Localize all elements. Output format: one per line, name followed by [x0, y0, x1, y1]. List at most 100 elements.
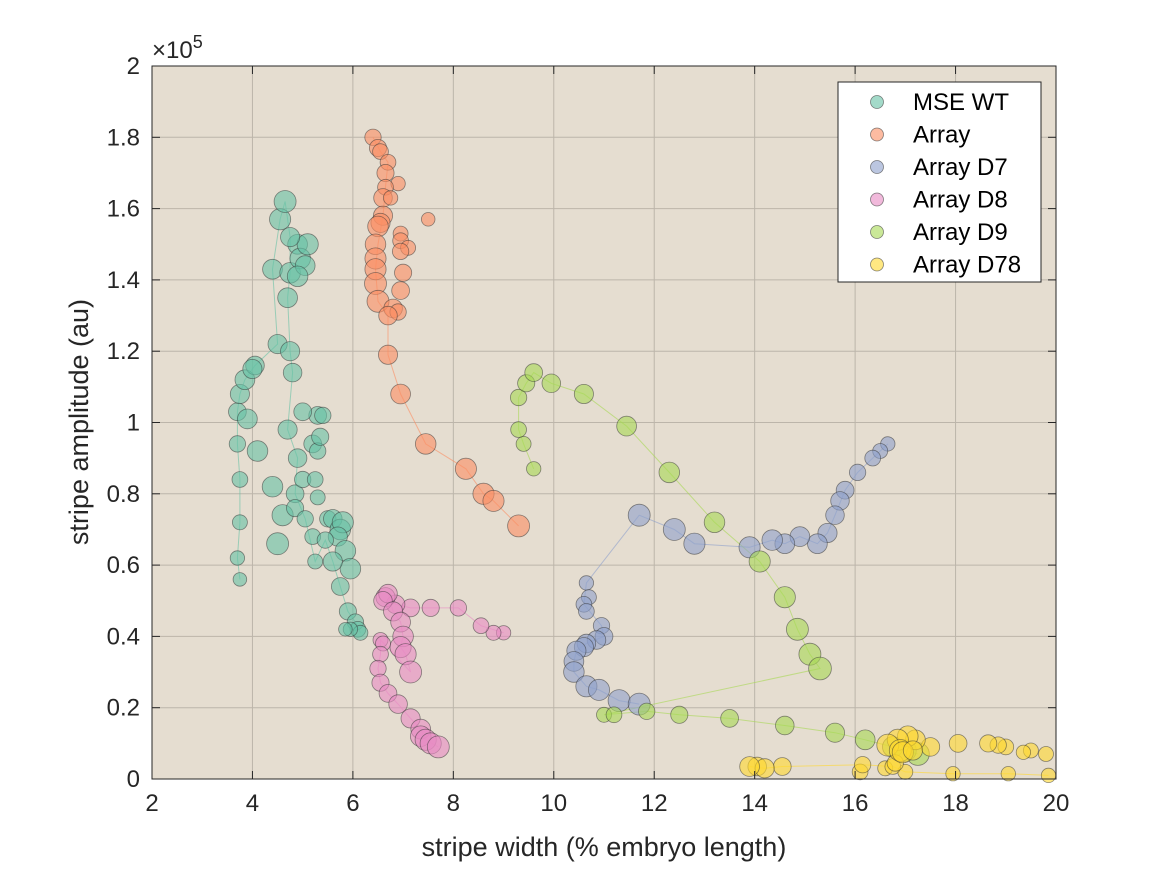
y-tick-label: 1.8 [107, 124, 140, 151]
legend-marker-array [870, 127, 884, 142]
data-point-array [382, 190, 399, 206]
data-point-array-d9 [775, 715, 795, 736]
data-point-mse-wt [261, 476, 284, 498]
data-point-array-d8 [388, 694, 408, 714]
data-point-array [377, 344, 398, 365]
data-point-mse-wt [286, 499, 305, 518]
exponent-label: ×105 [152, 32, 203, 64]
data-point-array-d9 [748, 550, 771, 573]
data-point-array-d9 [703, 511, 726, 534]
data-point-array-d78 [979, 734, 998, 753]
series-array-d78 [739, 725, 1057, 784]
data-point-array-d9 [573, 383, 594, 404]
y-tick-label: 1.2 [107, 338, 140, 365]
data-point-array [454, 457, 477, 480]
x-axis-ticks: 2 4 6 8 10 12 14 16 18 20 [145, 66, 1069, 817]
data-point-mse-wt [231, 471, 249, 488]
x-tick-label: 12 [641, 790, 668, 817]
legend-marker-mse-wt [870, 95, 884, 109]
data-point-mse-wt [322, 551, 343, 572]
x-tick-label: 16 [842, 790, 869, 817]
data-point-mse-wt [287, 448, 308, 468]
x-tick-label: 4 [246, 790, 259, 817]
x-tick-label: 20 [1043, 790, 1070, 817]
data-point-mse-wt [277, 287, 298, 309]
data-point-array-d8 [485, 624, 502, 641]
data-point-array-d78 [1000, 766, 1016, 782]
data-point-array-d9 [825, 722, 846, 743]
data-point-array-d9 [616, 415, 637, 437]
data-point-array [482, 489, 505, 512]
data-point-array-d78 [853, 756, 872, 774]
data-point-mse-wt [293, 402, 313, 422]
data-point-mse-wt [232, 572, 248, 587]
data-point-array-d7 [825, 505, 845, 525]
legend-marker-array-d8 [870, 192, 884, 207]
data-point-array-d7 [761, 529, 783, 551]
data-point-array-d78 [948, 734, 968, 753]
data-point-mse-wt [311, 427, 330, 446]
data-point-array-d7 [563, 661, 585, 683]
legend-label-mse-wt: MSE WT [913, 89, 1009, 116]
data-point-array-d78 [902, 740, 923, 761]
data-point-array-d7 [864, 449, 881, 467]
data-point-mse-wt [306, 471, 324, 488]
series-mse-wt [228, 190, 369, 641]
series-points [228, 128, 1057, 784]
data-point-mse-wt [228, 435, 246, 453]
data-point-mse-wt [273, 190, 297, 213]
y-tick-label: 0.2 [107, 695, 140, 722]
data-point-array-d78 [1015, 744, 1032, 760]
legend-marker-array-d7 [870, 160, 884, 174]
legend-marker-array-d78 [870, 257, 884, 272]
y-tick-label: 0.4 [107, 623, 140, 650]
data-point-array-d9 [526, 461, 542, 477]
x-axis-label: stripe width (% embryo length) [422, 832, 787, 862]
exponent-power: 5 [193, 32, 203, 52]
data-point-array [391, 242, 410, 260]
data-point-mse-wt [266, 532, 290, 556]
data-point-array-d9 [670, 705, 689, 724]
data-point-array-d7 [588, 678, 611, 701]
data-point-array-d9 [786, 617, 809, 641]
data-point-mse-wt [296, 233, 319, 256]
data-point-array-d8 [399, 660, 423, 684]
legend-label-array-d8: Array D8 [913, 187, 1008, 214]
y-tick-label: 0.8 [107, 481, 140, 508]
data-point-array-d9 [541, 373, 562, 394]
data-point-array-d9 [854, 729, 876, 751]
data-point-array-d78 [1038, 746, 1054, 762]
y-tick-label: 2 [127, 53, 140, 80]
x-tick-label: 10 [540, 790, 567, 817]
y-axis-ticks: 0 0.2 0.4 0.6 0.8 1 1.2 1.4 1.6 1.8 2 [107, 53, 1056, 793]
data-point-mse-wt [286, 265, 309, 288]
y-tick-label: 1.6 [107, 196, 140, 223]
y-tick-label: 0 [127, 766, 140, 793]
data-point-array [415, 433, 437, 455]
legend-label-array-d9: Array D9 [913, 219, 1008, 246]
x-tick-label: 18 [942, 790, 969, 817]
x-tick-label: 14 [741, 790, 768, 817]
x-tick-label: 6 [346, 790, 359, 817]
data-point-array [507, 514, 530, 538]
data-point-array-d7 [627, 503, 651, 527]
data-point-mse-wt [262, 258, 283, 280]
data-point-array-d7 [578, 575, 595, 591]
data-point-mse-wt [316, 531, 334, 549]
x-tick-label: 8 [447, 790, 460, 817]
data-point-mse-wt [237, 408, 258, 430]
data-point-array-d9 [515, 435, 532, 452]
data-point-mse-wt [277, 419, 298, 440]
data-point-mse-wt [339, 558, 362, 580]
data-point-array [390, 383, 411, 405]
data-point-mse-wt [282, 362, 303, 383]
data-point-array-d9 [524, 363, 543, 382]
data-point-mse-wt [229, 550, 245, 566]
data-point-array [391, 281, 410, 300]
x-tick-label: 2 [145, 790, 158, 817]
data-point-array-d8 [372, 645, 389, 663]
data-point-mse-wt [309, 489, 326, 506]
data-point-array-d78 [945, 766, 961, 782]
legend-label-array-d7: Array D7 [913, 154, 1008, 181]
